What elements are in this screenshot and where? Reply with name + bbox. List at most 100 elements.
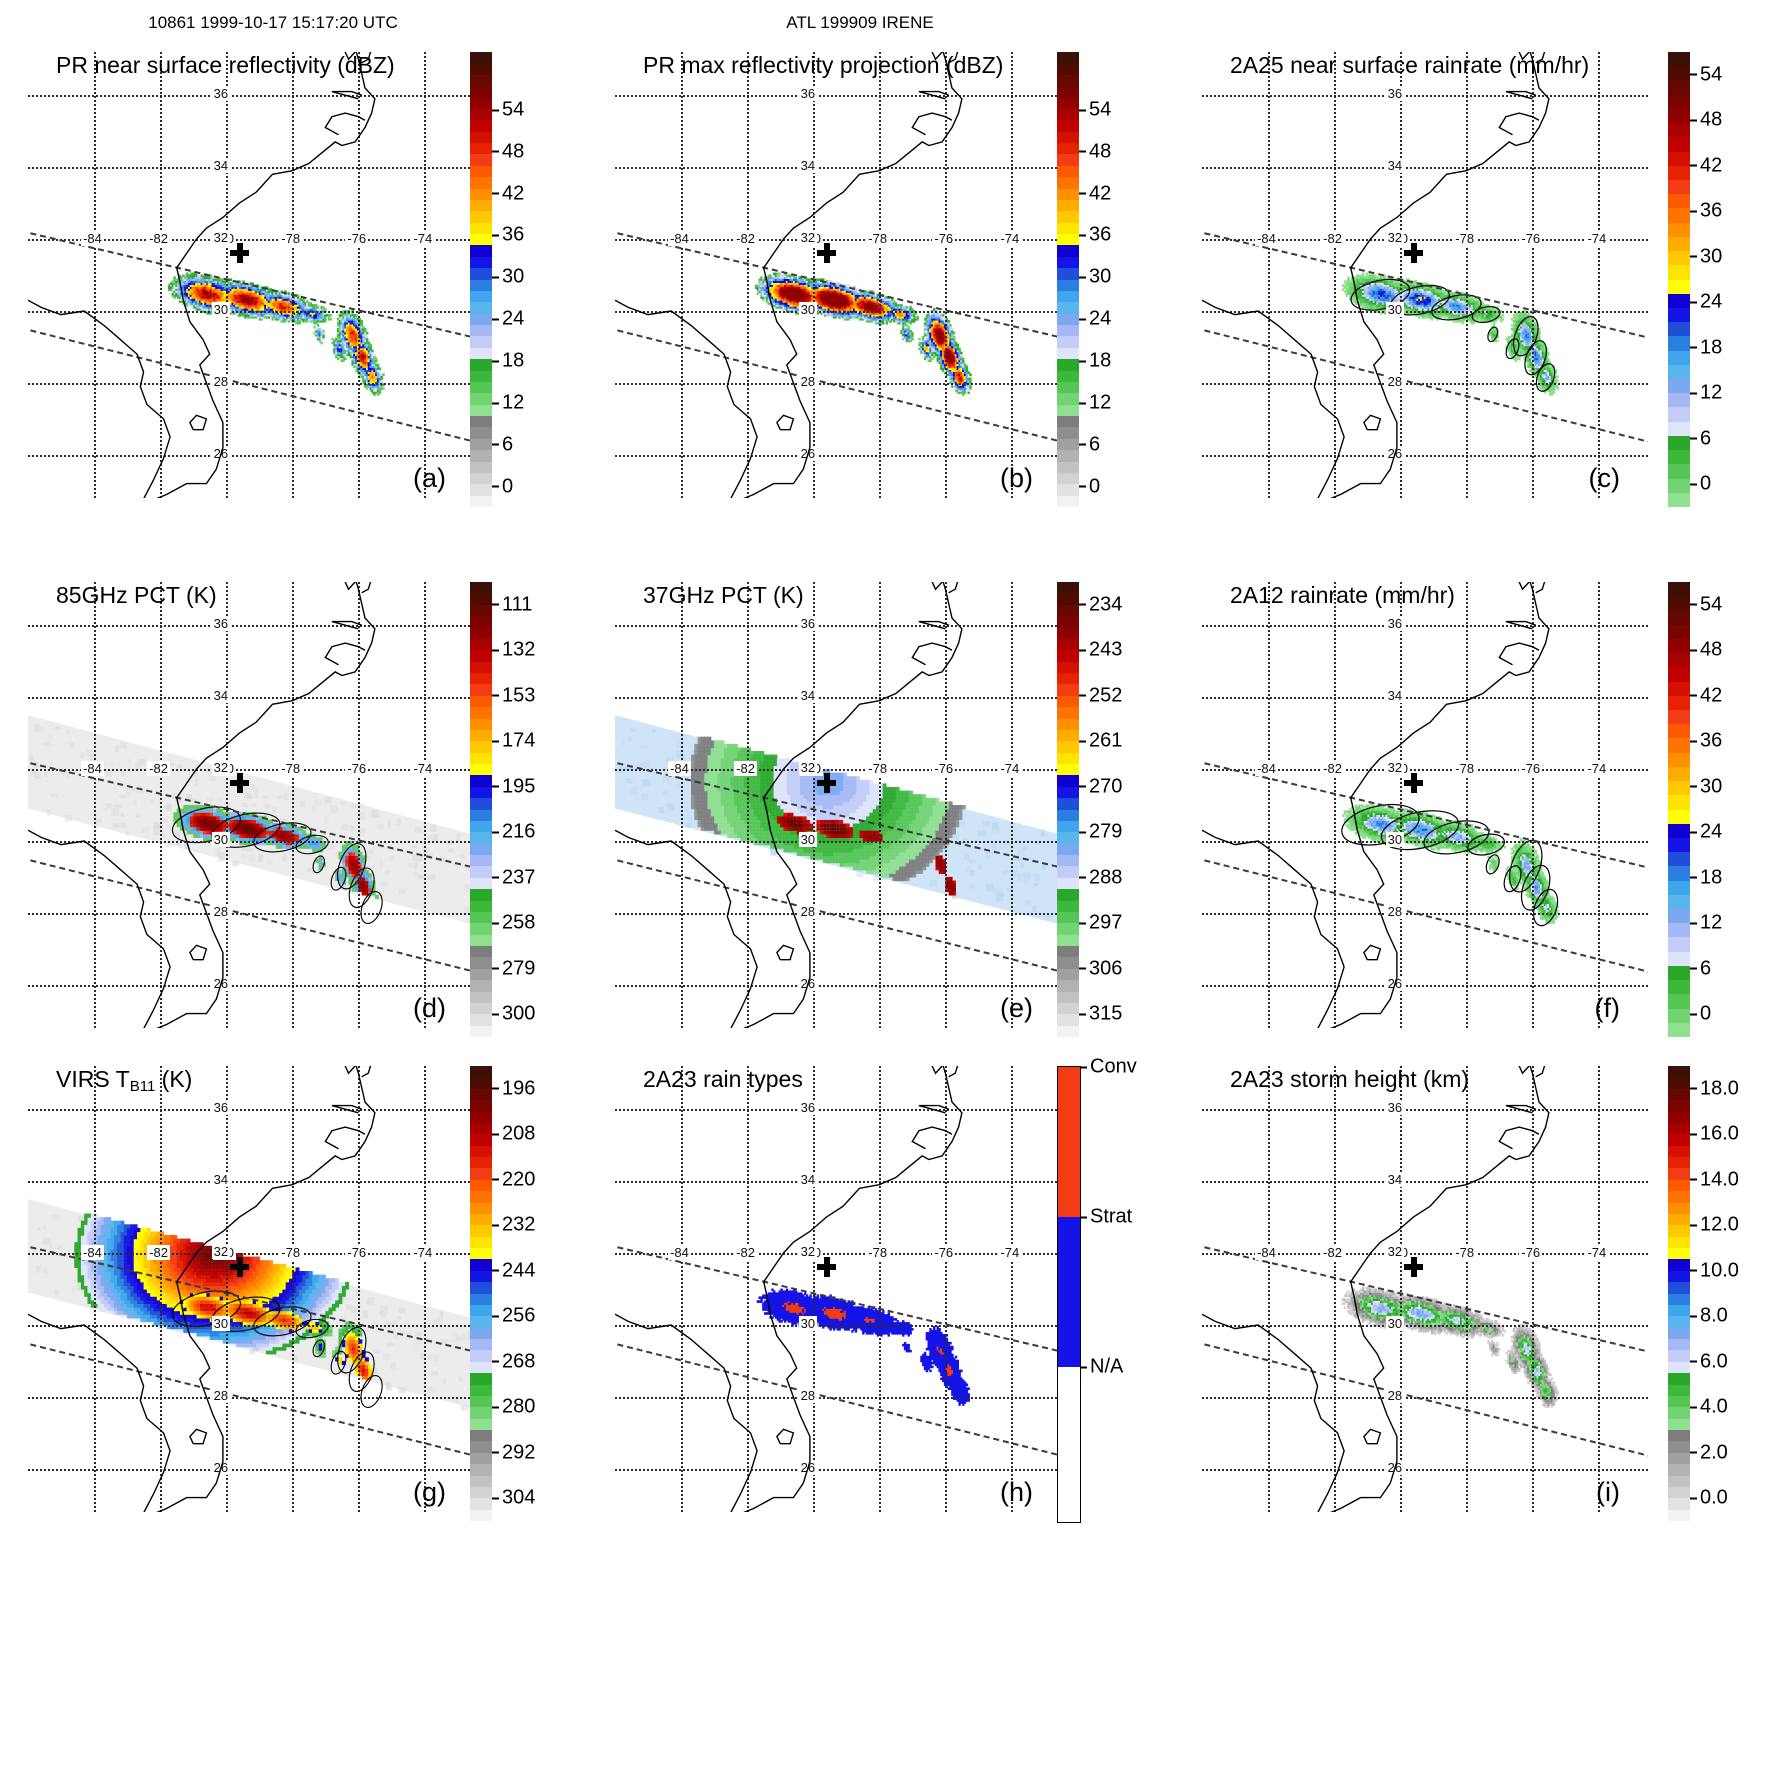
data-cell xyxy=(902,331,905,335)
data-cell xyxy=(902,318,905,321)
data-cell xyxy=(284,302,287,305)
data-cell xyxy=(366,385,369,388)
data-cell xyxy=(793,276,796,279)
data-cell xyxy=(264,306,267,309)
data-cell xyxy=(907,316,910,319)
data-cell xyxy=(1427,314,1430,317)
data-cell xyxy=(925,314,929,317)
data-cell xyxy=(344,325,347,329)
data-cell xyxy=(956,357,959,361)
data-cell xyxy=(273,292,276,295)
data-cell xyxy=(175,278,178,281)
data-cell xyxy=(843,306,847,309)
data-cell xyxy=(193,284,196,287)
data-cell xyxy=(347,325,351,329)
data-cell xyxy=(260,292,263,295)
storm-center-marker xyxy=(817,243,837,264)
data-cell xyxy=(805,278,809,281)
colorbar-tick-label: 36 xyxy=(502,223,525,246)
data-cell xyxy=(845,290,849,293)
data-cell xyxy=(235,304,238,307)
data-cell xyxy=(840,304,843,307)
data-cell xyxy=(791,308,794,311)
data-cell xyxy=(351,347,354,351)
data-cell xyxy=(787,282,790,285)
data-cell xyxy=(842,302,845,305)
data-cell xyxy=(1414,300,1417,303)
data-cell xyxy=(1429,290,1432,293)
data-cell xyxy=(267,290,271,293)
data-cell xyxy=(373,391,376,394)
data-cell xyxy=(1352,276,1356,279)
data-cell xyxy=(809,294,812,297)
data-cell xyxy=(949,339,952,343)
colorbar-segment-36 xyxy=(1057,86,1079,98)
data-cell xyxy=(364,357,367,361)
data-cell xyxy=(217,300,220,303)
data-cell xyxy=(927,325,930,329)
data-cell xyxy=(360,375,363,378)
data-cell xyxy=(782,276,785,279)
data-cell xyxy=(1434,294,1437,297)
data-cell xyxy=(954,341,958,345)
data-cell xyxy=(902,325,905,329)
data-cell xyxy=(1418,294,1421,297)
data-cell xyxy=(284,296,287,299)
data-cell xyxy=(336,351,340,355)
data-cell xyxy=(373,375,376,378)
data-cell xyxy=(851,306,854,309)
data-cell xyxy=(260,316,263,319)
data-cell xyxy=(191,288,194,291)
colorbar-segment-31 xyxy=(470,143,492,155)
data-cell xyxy=(373,353,376,357)
data-cell xyxy=(1414,284,1417,287)
data-cell xyxy=(229,278,233,281)
data-cell xyxy=(211,278,214,281)
data-cell xyxy=(204,282,207,285)
data-cell xyxy=(911,314,914,317)
data-cell xyxy=(362,355,365,359)
data-cell xyxy=(796,284,800,287)
data-cell xyxy=(883,296,887,299)
data-cell xyxy=(344,357,347,361)
data-cell xyxy=(247,316,251,319)
data-cell xyxy=(264,300,267,303)
data-cell xyxy=(816,296,820,299)
data-cell xyxy=(947,339,950,343)
data-cell xyxy=(362,369,365,372)
data-cell xyxy=(271,318,274,321)
data-cell xyxy=(874,298,878,301)
data-cell xyxy=(956,389,959,392)
data-cell xyxy=(780,292,783,295)
data-cell xyxy=(371,385,374,388)
data-cell xyxy=(903,333,907,337)
data-cell xyxy=(778,272,781,276)
data-cell xyxy=(854,292,858,295)
data-cell xyxy=(809,290,812,293)
data-cell xyxy=(235,286,238,289)
data-cell xyxy=(829,288,832,291)
data-cell xyxy=(933,323,936,327)
data-cell xyxy=(287,316,291,319)
data-cell xyxy=(965,377,969,380)
data-cell xyxy=(923,341,927,345)
data-cell xyxy=(954,375,958,378)
data-cell xyxy=(936,321,939,325)
data-cell xyxy=(949,363,952,367)
data-cell xyxy=(820,304,823,307)
data-cell xyxy=(936,351,939,355)
data-cell xyxy=(831,284,834,287)
data-cell xyxy=(1380,276,1383,279)
data-cell xyxy=(1403,294,1407,297)
data-cell xyxy=(776,274,780,278)
data-cell xyxy=(925,320,929,323)
data-cell xyxy=(873,320,876,323)
data-cell xyxy=(1351,282,1354,285)
data-cell xyxy=(1398,286,1401,289)
data-cell xyxy=(796,278,800,281)
data-cell xyxy=(943,367,947,370)
data-cell xyxy=(847,290,850,293)
data-cell xyxy=(1387,280,1390,283)
data-cell xyxy=(180,278,183,281)
data-cell xyxy=(833,316,836,319)
